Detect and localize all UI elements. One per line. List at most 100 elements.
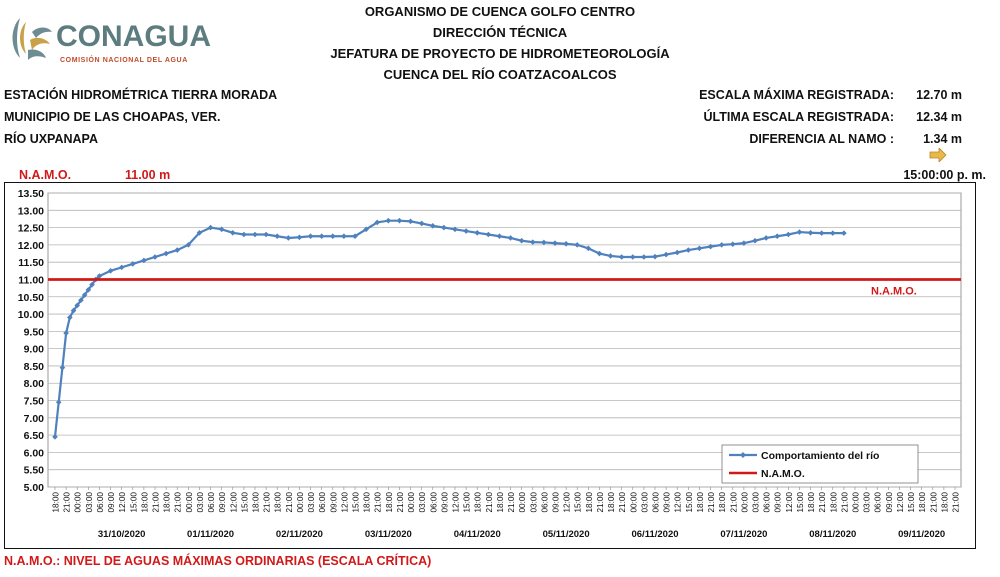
river-level-point [507,235,514,241]
x-tick-label: 00:00 [74,492,83,513]
x-tick-label: 15:00 [907,492,916,513]
x-tick-label: 09:00 [552,492,561,513]
x-tick-label: 15:00 [463,492,472,513]
river-level-point [763,235,769,241]
river-level-point [252,231,258,238]
x-tick-label: 18:00 [607,492,616,513]
y-tick-label: 13.00 [18,205,44,217]
river-level-point [718,242,725,248]
x-tick-label: 03:00 [418,492,427,513]
x-tick-label: 03:00 [863,492,872,513]
river-level-point [274,233,281,240]
conagua-logo: CONAGUA COMISIÓN NACIONAL DEL AGUA [12,18,211,64]
x-tick-label: 09:00 [218,492,227,513]
y-tick-label: 10.00 [18,309,44,321]
river-level-point [629,254,636,260]
x-tick-label: 18:00 [274,492,283,513]
x-date-label: 04/11/2020 [454,529,501,540]
river-level-point [341,233,347,240]
y-tick-label: 11.00 [18,274,44,286]
x-tick-label: 06:00 [96,492,105,513]
x-tick-label: 03:00 [640,492,649,513]
x-tick-label: 12:00 [563,492,572,513]
x-tick-label: 00:00 [518,492,527,513]
eagle-icon [12,18,52,60]
river-level-point [318,233,325,240]
river-level-point [141,257,147,264]
x-tick-label: 21:00 [285,492,294,513]
x-tick-label: 12:00 [340,492,349,513]
x-tick-label: 06:00 [318,492,327,513]
river-level-point [429,223,436,229]
y-tick-label: 6.00 [24,447,45,459]
river-level-point [774,233,781,240]
river-level-point [696,245,703,252]
x-tick-label: 06:00 [540,492,549,513]
diff-namo-label: DIFERENCIA AL NAMO : [749,132,894,146]
river-level-point [829,230,836,236]
x-tick-label: 12:00 [452,492,461,513]
x-tick-label: 18:00 [940,492,949,513]
x-tick-label: 06:00 [429,492,438,513]
x-tick-label: 18:00 [918,492,927,513]
x-tick-label: 00:00 [740,492,749,513]
plot-area [47,192,962,488]
x-tick-label: 09:00 [774,492,783,513]
x-tick-label: 18:00 [807,492,816,513]
x-tick-label: 18:00 [252,492,261,513]
x-tick-label: 03:00 [85,492,94,513]
river-level-point [574,242,581,248]
x-tick-label: 09:00 [107,492,116,513]
river-level-point [52,434,58,440]
river-level-point [552,240,558,246]
y-tick-label: 12.50 [18,223,44,235]
river-level-point [67,314,73,321]
x-tick-label: 21:00 [707,492,716,513]
x-tick-label: 21:00 [152,492,161,513]
river-level-point [196,229,203,236]
x-tick-label: 06:00 [874,492,883,513]
x-tick-label: 21:00 [374,492,383,513]
x-tick-label: 09:00 [885,492,894,513]
x-tick-label: 12:00 [674,492,683,513]
river-level-point [518,237,525,244]
logo-subtitle: COMISIÓN NACIONAL DEL AGUA [60,55,188,64]
legend-series-label: Comportamiento del río [761,450,879,462]
x-tick-label: 12:00 [118,492,127,513]
y-tick-label: 10.50 [18,292,44,304]
river-level-point [329,233,336,240]
x-tick-label: 03:00 [752,492,761,513]
y-tick-label: 8.00 [24,378,45,390]
x-tick-label: 06:00 [652,492,661,513]
x-tick-label: 21:00 [174,492,183,513]
river-level-point [55,399,62,406]
river-level-point [685,247,692,253]
river-level-point [752,237,758,244]
header-line-2: DIRECCIÓN TÉCNICA [432,25,568,40]
x-tick-label: 15:00 [685,492,694,513]
x-tick-label: 12:00 [229,492,238,513]
x-tick-label: 18:00 [496,492,505,513]
x-date-label: 05/11/2020 [543,529,590,540]
header-line-1: ORGANISMO DE CUENCA GOLFO CENTRO [364,4,636,19]
river-level-point [59,364,66,371]
river-level-point [70,307,77,314]
y-tick-label: 12.00 [18,240,44,252]
x-tick-label: 21:00 [952,492,961,513]
x-tick-label: 06:00 [763,492,772,513]
y-tick-label: 7.00 [24,413,45,425]
river-level-point [152,254,158,260]
report-time: 15:00:00 p. m. [903,168,986,182]
namo-label: N.A.M.O. [19,168,72,182]
river-level-point [207,224,214,231]
river-level-point [307,233,314,240]
x-tick-label: 15:00 [352,492,361,513]
y-tick-label: 9.00 [24,344,45,356]
x-tick-label: 18:00 [140,492,149,513]
x-tick-label: 00:00 [407,492,416,513]
x-tick-label: 18:00 [363,492,372,513]
river-level-point [652,253,658,260]
x-date-label: 31/10/2020 [98,529,146,540]
x-tick-label: 21:00 [396,492,405,513]
river-level-point [285,235,292,241]
